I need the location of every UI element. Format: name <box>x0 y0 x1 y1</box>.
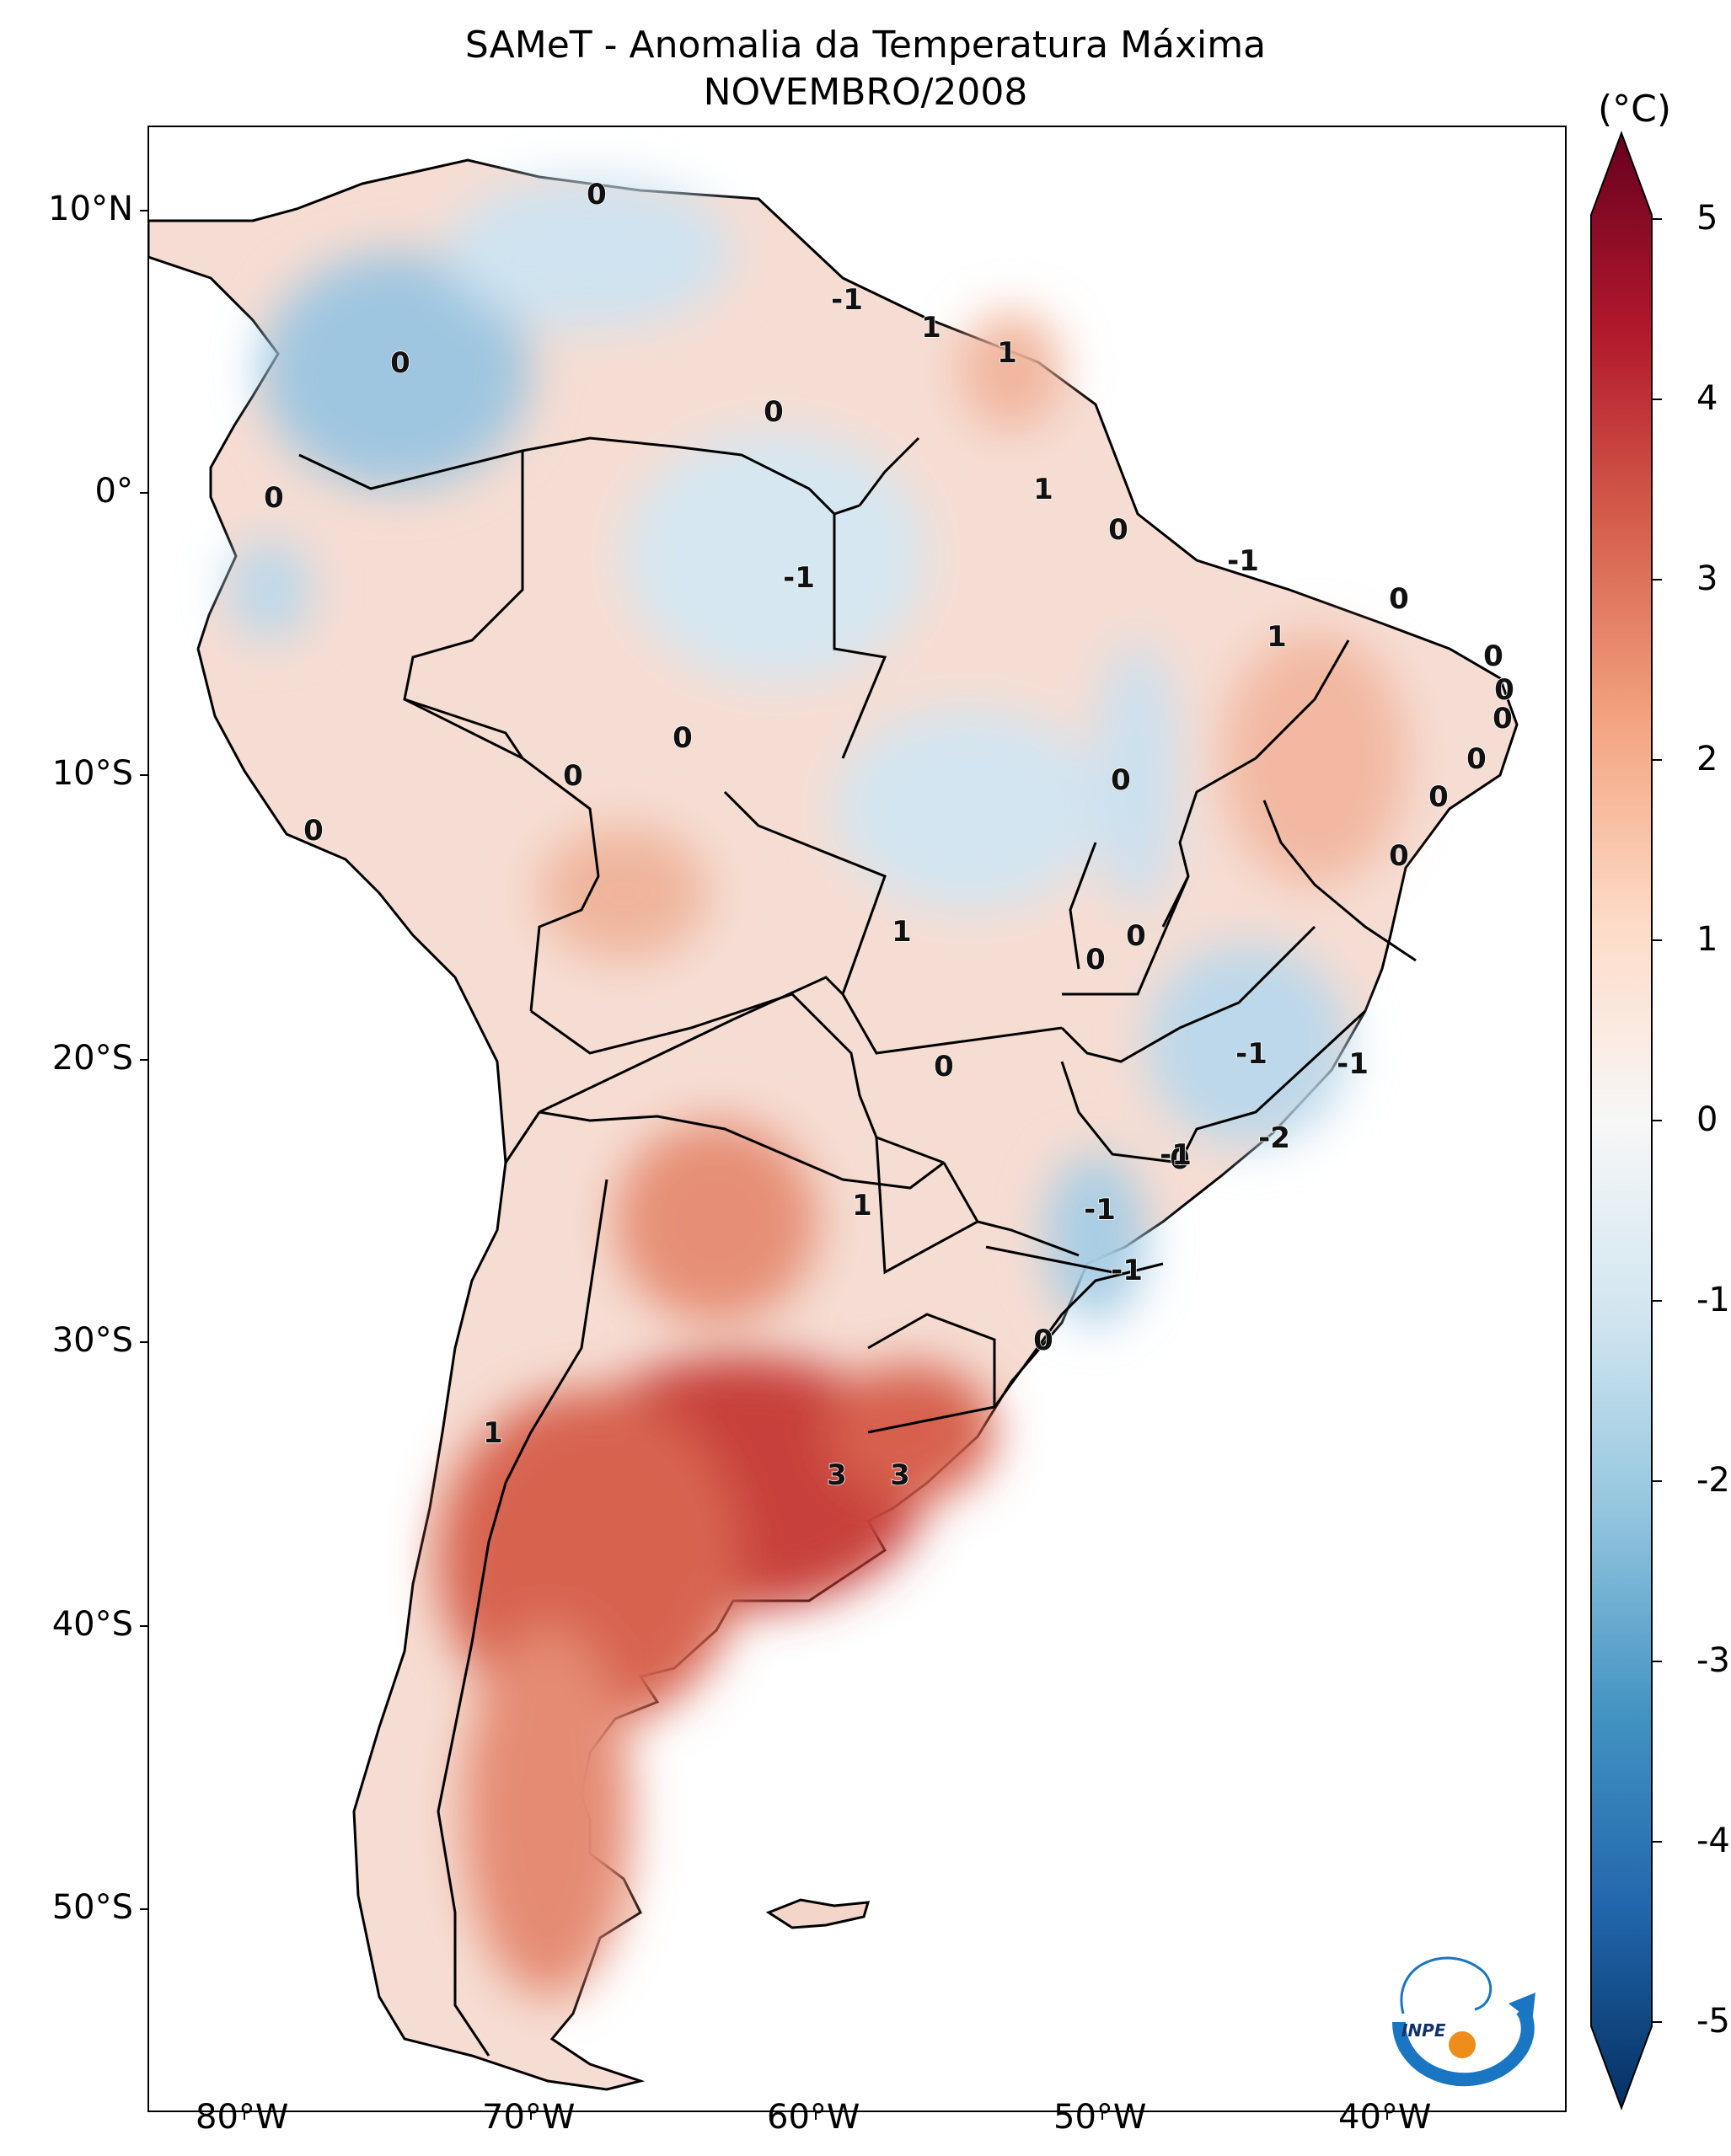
inpe-logo-text: INPE <box>1401 2020 1446 2041</box>
contour-label: -1 <box>1160 1138 1192 1172</box>
contour-label: 1 <box>852 1189 872 1222</box>
contour-label: -1 <box>1084 1193 1116 1227</box>
lat-label: 0° <box>94 472 133 511</box>
contour-label: 0 <box>764 395 784 429</box>
contour-label: 0 <box>1108 513 1128 547</box>
colorbar-tick-label: 0 <box>1696 1100 1718 1139</box>
contour-label: 1 <box>1033 473 1053 506</box>
colorbar-tick-label: 2 <box>1696 740 1718 778</box>
contour-label: 3 <box>890 1458 910 1492</box>
lat-label: 10°N <box>48 190 133 228</box>
contour-label: 0 <box>264 481 284 515</box>
colorbar-tick-label: -1 <box>1696 1281 1730 1319</box>
contour-label: 0 <box>1170 1142 1190 1176</box>
map-subtitle: NOVEMBRO/2008 <box>703 71 1028 114</box>
colorbar-tick-label: -3 <box>1696 1641 1730 1680</box>
colorbar-tick-label: -4 <box>1696 1822 1730 1860</box>
contour-label: 0 <box>1428 780 1449 814</box>
contour-label: 0 <box>1483 639 1503 673</box>
lon-label: 60°W <box>767 2098 860 2137</box>
contour-label: 0 <box>303 814 324 848</box>
colorbar <box>1590 131 1653 2111</box>
contour-label: 0 <box>673 721 693 755</box>
contour-label: 0 <box>1085 943 1106 976</box>
contour-label: -2 <box>1258 1121 1290 1155</box>
lat-label: 40°S <box>51 1605 133 1644</box>
map-title: SAMeT - Anomalia da Temperatura Máxima <box>464 24 1267 67</box>
falkland-islands <box>765 1898 871 1929</box>
contour-label: 0 <box>1389 582 1409 616</box>
colorbar-tick-label: 1 <box>1696 920 1718 959</box>
contour-label: 1 <box>483 1416 503 1450</box>
contour-label: 1 <box>921 311 941 345</box>
axis-ticks <box>140 210 1388 2120</box>
colorbar-tick-label: 3 <box>1696 559 1718 598</box>
contour-label: -1 <box>1227 544 1259 578</box>
contour-label: -1 <box>1111 1254 1143 1287</box>
lat-label: 20°S <box>51 1039 133 1078</box>
colorbar-tick-label: -5 <box>1696 2002 1730 2041</box>
colorbar-tick-label: 5 <box>1696 199 1718 238</box>
contour-label: -1 <box>783 561 815 595</box>
contour-label: -1 <box>831 283 863 317</box>
contour-label: 0 <box>390 346 410 380</box>
lon-label: 80°W <box>196 2098 289 2137</box>
lon-label: 70°W <box>482 2098 576 2137</box>
lon-label: 50°W <box>1053 2098 1147 2137</box>
lat-label: 30°S <box>51 1321 133 1360</box>
colorbar-ticks <box>1652 218 1662 2023</box>
contour-label: 0 <box>1126 919 1146 953</box>
colorbar-unit: (°C) <box>1598 88 1672 131</box>
contour-label: -1 <box>1235 1037 1267 1071</box>
contour-label: 1 <box>997 336 1017 370</box>
inpe-logo: INPE <box>1392 1956 1535 2087</box>
contour-label: 0 <box>1494 673 1514 707</box>
contour-label: 0 <box>587 178 607 211</box>
contour-label: -1 <box>1337 1047 1369 1081</box>
lon-label: 40°W <box>1338 2098 1432 2137</box>
contour-label: 1 <box>1267 620 1287 654</box>
country-borders <box>298 436 1417 2057</box>
contour-label: 3 <box>827 1458 847 1492</box>
lat-label: 10°S <box>51 754 133 793</box>
contour-label: 0 <box>1111 763 1131 797</box>
contour-label: 0 <box>1466 742 1487 776</box>
contour-label: 0 <box>1389 839 1409 873</box>
contour-label: 0 <box>563 759 583 793</box>
contour-label: 0 <box>1493 702 1513 736</box>
map-frame <box>147 126 1567 2112</box>
contour-label: 0 <box>1033 1324 1053 1357</box>
lat-label: 50°S <box>51 1888 133 1927</box>
contour-label: 1 <box>892 915 912 949</box>
colorbar-tick-label: -2 <box>1696 1461 1730 1500</box>
colorbar-tick-label: 4 <box>1696 379 1718 418</box>
contour-label: 0 <box>934 1050 954 1083</box>
